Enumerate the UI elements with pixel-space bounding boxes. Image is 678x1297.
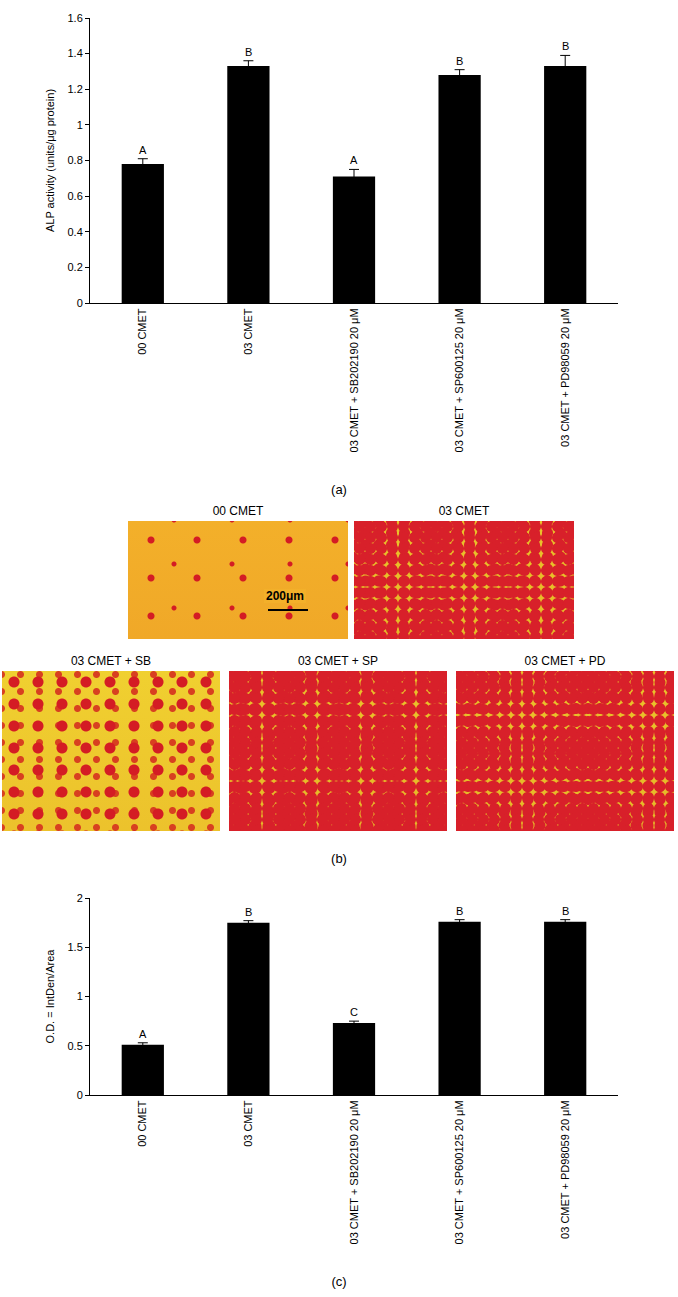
svg-text:03 CMET + SB202190 20 μM: 03 CMET + SB202190 20 μM (348, 1100, 360, 1244)
svg-text:A: A (350, 154, 358, 166)
svg-text:1.5: 1.5 (68, 941, 83, 953)
svg-text:03 CMET: 03 CMET (242, 308, 254, 355)
svg-text:B: B (245, 46, 252, 58)
svg-text:ALP activity (units/μg protein: ALP activity (units/μg protein) (44, 89, 56, 232)
svg-text:03 CMET + PD98059 20 μM: 03 CMET + PD98059 20 μM (559, 1100, 571, 1239)
svg-text:0.6: 0.6 (68, 190, 83, 202)
html-text:00 CMET: 00 CMET (212, 504, 264, 518)
svg-text:B: B (562, 905, 569, 917)
svg-text:0: 0 (77, 1089, 83, 1101)
svg-text:0: 0 (77, 297, 83, 309)
svg-text:1.4: 1.4 (68, 47, 83, 59)
svg-text:B: B (562, 40, 569, 52)
html-text:03 CMET: 03 CMET (438, 504, 490, 518)
html-text:(b): (b) (331, 851, 347, 866)
html-text:03 CMET + SB: 03 CMET + SB (70, 654, 152, 668)
svg-text:A: A (139, 144, 147, 156)
svg-text:B: B (456, 55, 463, 67)
svg-text:2: 2 (77, 892, 83, 904)
svg-text:0.4: 0.4 (68, 226, 83, 238)
svg-text:03 CMET + SP600125 20 μM: 03 CMET + SP600125 20 μM (453, 308, 465, 452)
svg-text:0.2: 0.2 (68, 261, 83, 273)
svg-text:O.D. = IntDen/Area: O.D. = IntDen/Area (44, 949, 56, 1044)
html-text:03 CMET + PD: 03 CMET + PD (524, 654, 606, 668)
svg-text:03 CMET + PD98059 20 μM: 03 CMET + PD98059 20 μM (559, 308, 571, 447)
svg-text:1: 1 (77, 119, 83, 131)
svg-text:03 CMET + SB202190 20 μM: 03 CMET + SB202190 20 μM (348, 308, 360, 452)
svg-text:00 CMET: 00 CMET (136, 308, 148, 355)
svg-text:A: A (139, 1028, 147, 1040)
svg-text:03 CMET: 03 CMET (242, 1100, 254, 1147)
svg-text:0.5: 0.5 (68, 1040, 83, 1052)
html-text:(a): (a) (331, 482, 347, 497)
svg-text:00 CMET: 00 CMET (136, 1100, 148, 1147)
svg-text:1.6: 1.6 (68, 12, 83, 24)
svg-text:C: C (350, 1006, 358, 1018)
html-text:200μm: 200μm (266, 589, 304, 603)
svg-text:1.2: 1.2 (68, 83, 83, 95)
svg-text:03 CMET + SP600125 20 μM: 03 CMET + SP600125 20 μM (453, 1100, 465, 1244)
html-text:03 CMET + SP: 03 CMET + SP (297, 654, 379, 668)
svg-text:B: B (245, 906, 252, 918)
svg-text:1: 1 (77, 990, 83, 1002)
html-text:(c): (c) (331, 1274, 347, 1289)
svg-text:0.8: 0.8 (68, 154, 83, 166)
svg-text:B: B (456, 905, 463, 917)
